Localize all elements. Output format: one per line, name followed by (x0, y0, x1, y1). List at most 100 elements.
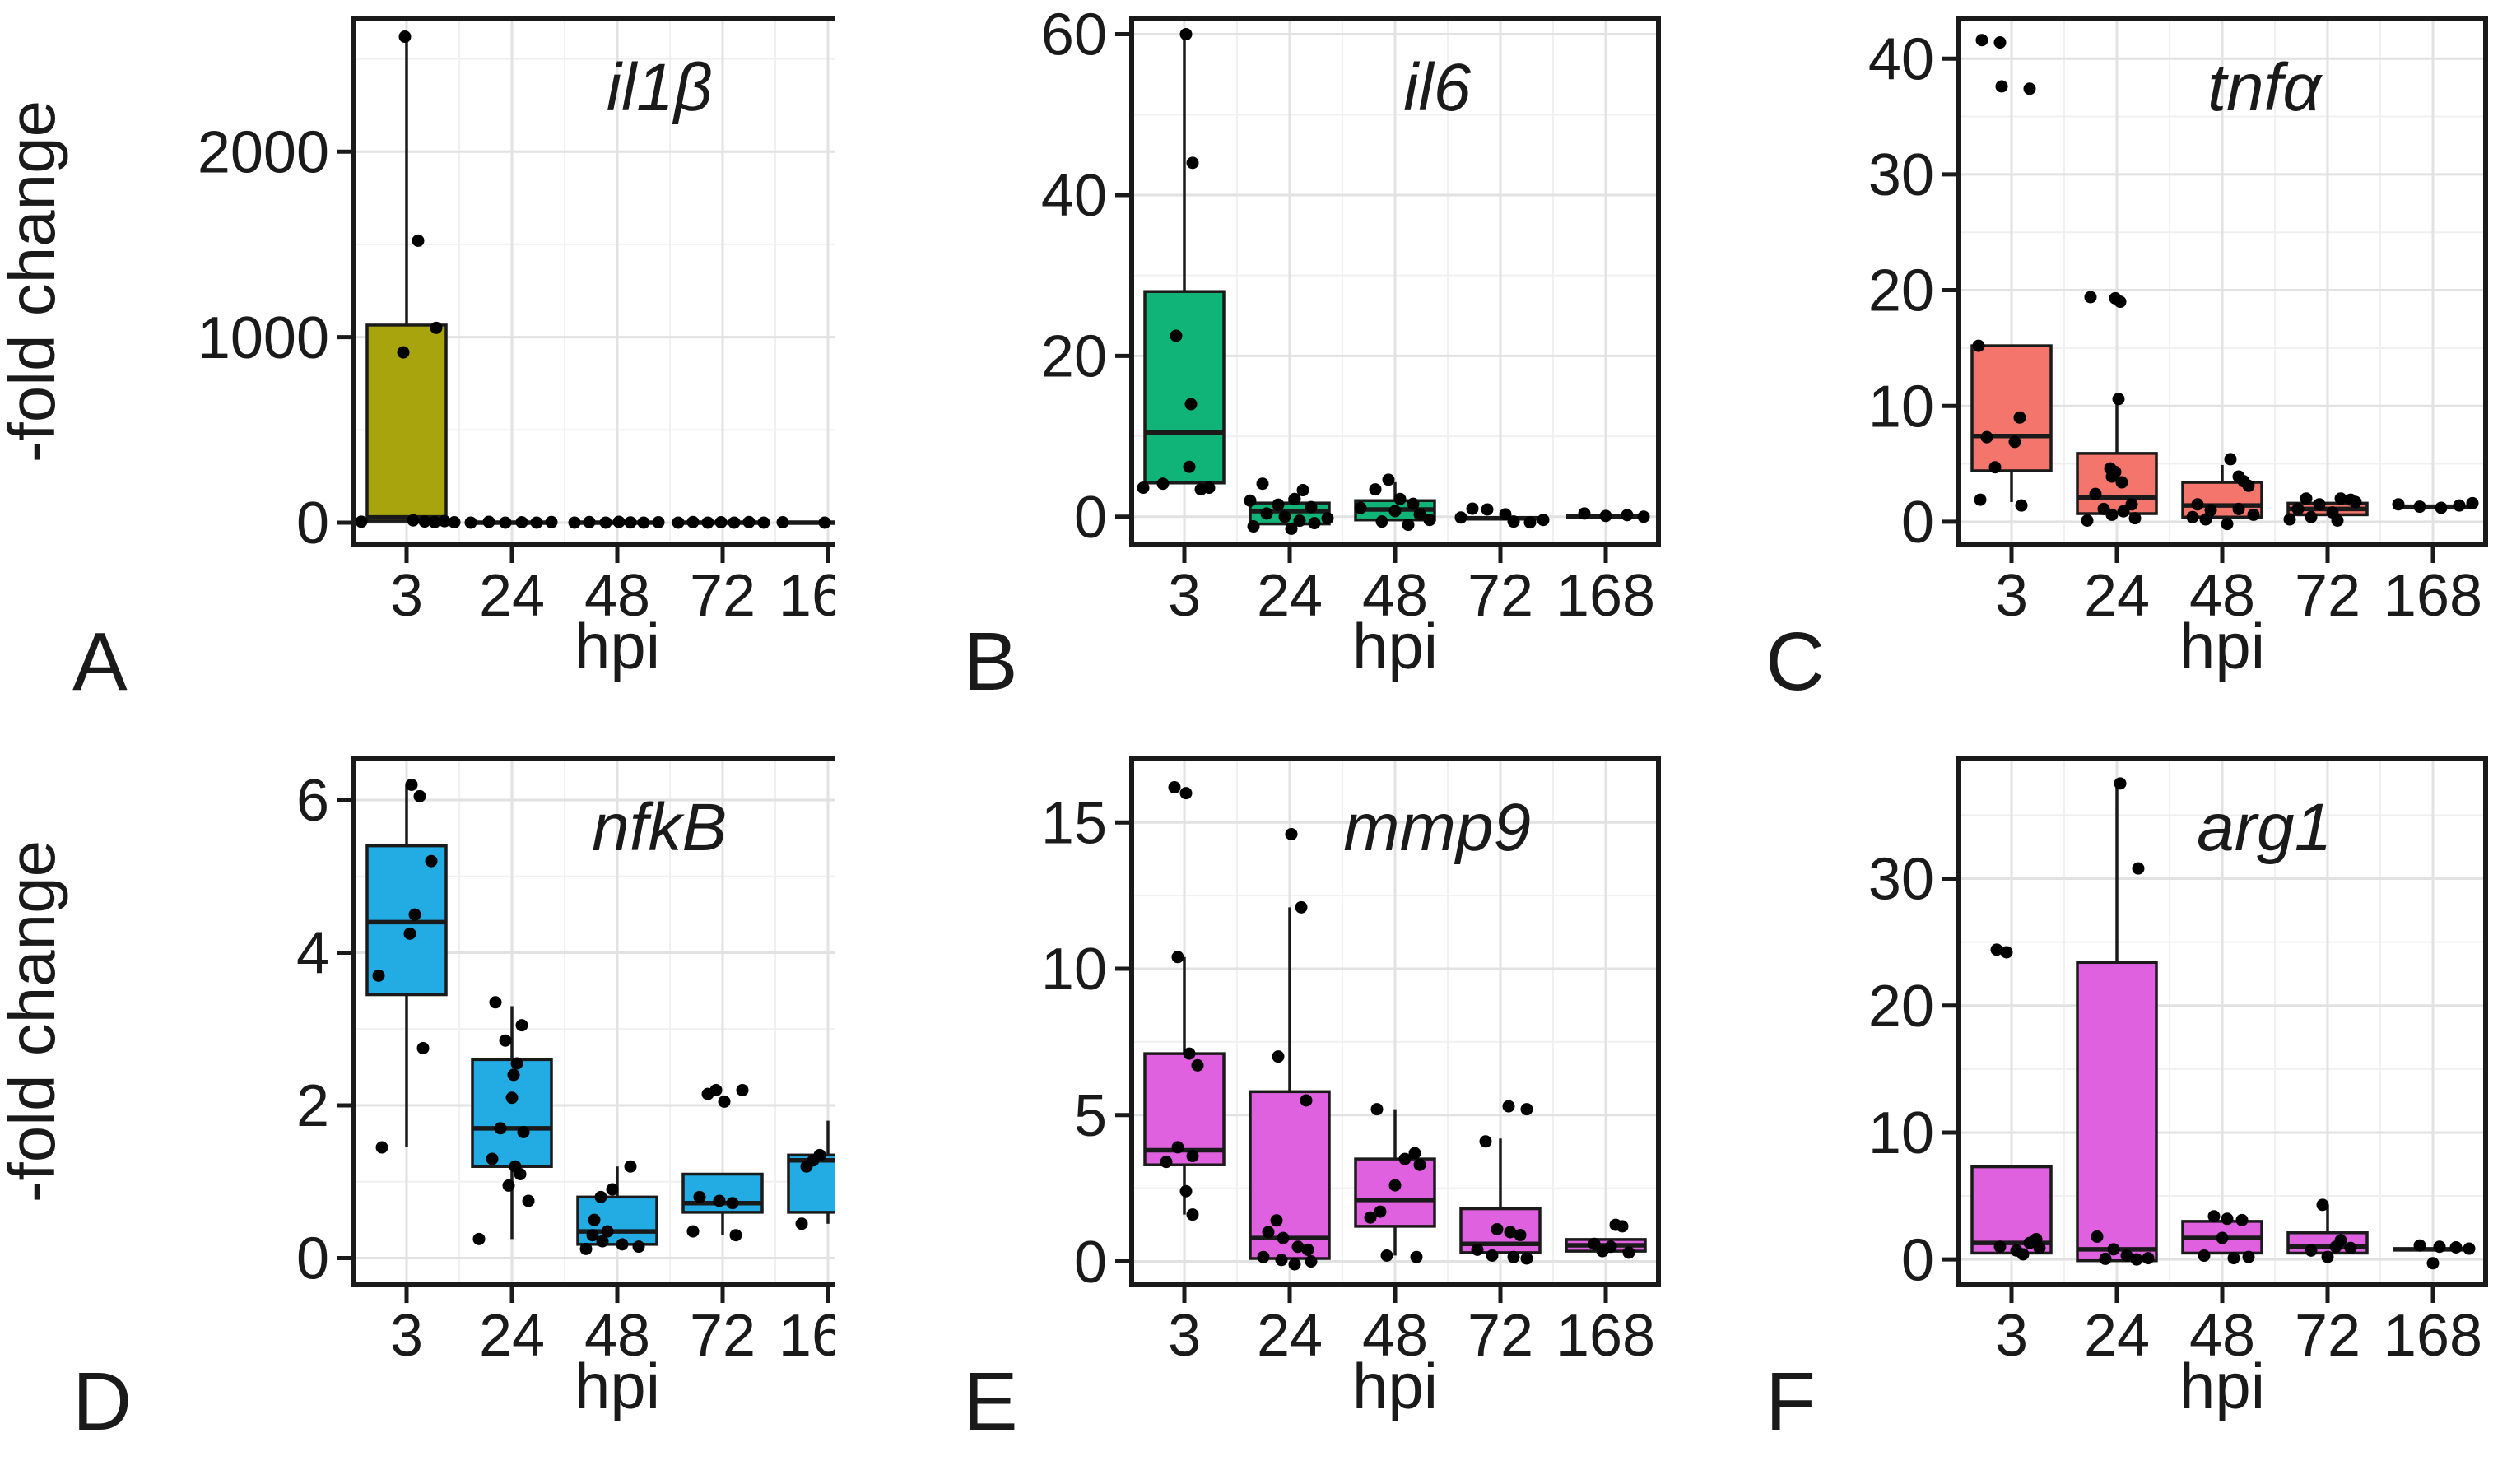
data-point (2453, 499, 2466, 512)
data-point (594, 1190, 607, 1203)
data-point (1275, 1254, 1288, 1267)
panel-C: 0 10 20 30 40 3 24 48 72 168 hpi tnfα C (1671, 0, 2506, 740)
data-point (1410, 1250, 1423, 1263)
data-point (464, 516, 477, 529)
data-point (1354, 501, 1367, 514)
data-point (1972, 339, 1985, 352)
data-point (1183, 460, 1196, 473)
data-point (2198, 1249, 2211, 1263)
data-point (2191, 498, 2204, 511)
data-point (728, 516, 741, 529)
data-point (1369, 483, 1382, 496)
data-point (1321, 512, 1334, 525)
data-point (1293, 514, 1306, 528)
y-tick-label: 6 (296, 768, 329, 834)
data-point (2204, 504, 2217, 517)
x-tick-label: 72 (2295, 563, 2360, 629)
y-tick-label: 2 (296, 1073, 329, 1139)
data-point (795, 1217, 808, 1230)
data-point (2413, 500, 2426, 514)
data-point (448, 516, 461, 529)
data-point (1374, 1205, 1387, 1218)
panel-letter: D (72, 1356, 132, 1448)
x-tick-label: 3 (1168, 1303, 1201, 1369)
data-point (718, 1095, 731, 1108)
box-3hpi (365, 323, 448, 523)
data-point (2199, 513, 2212, 526)
data-point (1578, 507, 1591, 520)
data-point (736, 1083, 749, 1096)
data-point (2114, 777, 2127, 790)
data-point (2023, 1236, 2036, 1249)
data-point (2114, 295, 2127, 309)
x-tick-label: 72 (1467, 563, 1533, 629)
data-point (2033, 1241, 2046, 1254)
data-point (2247, 508, 2260, 521)
data-point (372, 969, 385, 982)
y-tick-label: 5 (1074, 1083, 1107, 1149)
data-point (2305, 1244, 2318, 1257)
data-point (2115, 476, 2128, 489)
data-point (2207, 1210, 2221, 1223)
data-point (1202, 481, 1216, 495)
data-point (510, 1057, 523, 1070)
data-point (624, 516, 637, 529)
data-point (517, 1125, 530, 1138)
y-tick-label: 30 (1868, 847, 1934, 913)
data-point (693, 1190, 706, 1203)
x-tick-label: 48 (1362, 563, 1428, 629)
panel-gene-title: nfkB (592, 790, 727, 865)
panel-letter: E (963, 1356, 1018, 1448)
data-point (1413, 1158, 1426, 1171)
y-tick-label: 40 (1868, 26, 1934, 92)
panel-A: 0 1000 2000 3 24 48 72 168 hpi il1β A -fold change (0, 0, 883, 740)
data-point (596, 1235, 609, 1248)
data-point (2221, 518, 2234, 531)
data-point (1596, 1244, 1609, 1258)
data-point (2435, 501, 2448, 514)
data-point (1975, 34, 1988, 47)
data-point (1285, 522, 1298, 535)
data-point (515, 516, 528, 529)
data-point (818, 516, 831, 529)
data-point (1305, 500, 1318, 514)
box-3hpi (1970, 344, 2053, 472)
data-point (1285, 827, 1298, 840)
data-point (1183, 1047, 1196, 1060)
data-point (2463, 1242, 2476, 1255)
data-point (494, 1122, 507, 1135)
data-point (2242, 1250, 2255, 1263)
panel-gene-title: mmp9 (1343, 790, 1531, 865)
panel-gene-title: il6 (1403, 50, 1471, 125)
data-point (428, 515, 441, 528)
data-point (583, 515, 596, 528)
data-point (701, 516, 714, 529)
x-axis-title: hpi (2179, 1350, 2265, 1422)
x-tick-label: 24 (1257, 1303, 1323, 1369)
data-point (1272, 498, 1285, 511)
data-point (2117, 505, 2130, 518)
data-point (2008, 435, 2021, 449)
data-point (1179, 28, 1193, 41)
data-point (2016, 1248, 2030, 1261)
x-tick-label: 48 (1362, 1303, 1428, 1369)
data-point (1186, 156, 1199, 170)
data-point (355, 515, 368, 528)
panel-gene-title: arg1 (2197, 790, 2332, 865)
data-point (714, 516, 728, 529)
y-tick-label: 20 (1868, 258, 1934, 324)
data-point (586, 1229, 599, 1242)
data-point (1520, 1252, 1533, 1265)
y-tick-label: 0 (1901, 490, 1934, 556)
data-point (1523, 516, 1537, 529)
data-point (2015, 499, 2028, 512)
y-tick-label: 30 (1868, 142, 1934, 208)
x-tick-label: 168 (1556, 563, 1655, 629)
data-point (2242, 479, 2255, 492)
x-axis-title: hpi (2179, 610, 2265, 682)
data-point (1160, 1156, 1173, 1169)
y-tick-label: 10 (1868, 1100, 1934, 1166)
x-tick-label: 3 (1995, 1303, 2028, 1369)
x-tick-label: 72 (2295, 1303, 2360, 1369)
data-point (1520, 1103, 1533, 1116)
